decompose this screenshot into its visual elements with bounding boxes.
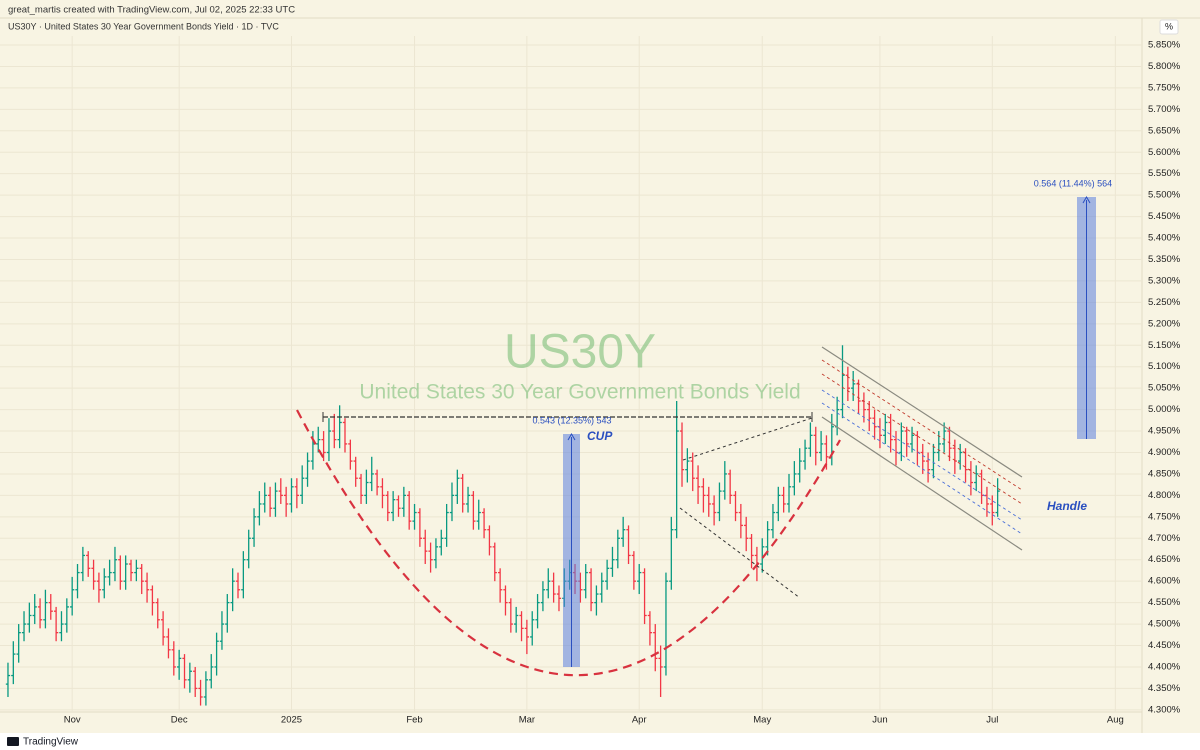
- x-tick-label: May: [753, 715, 771, 726]
- y-tick-label: 4.400%: [1148, 661, 1181, 672]
- price-axis-area: [1142, 18, 1200, 733]
- y-tick-label: 5.000%: [1148, 404, 1181, 415]
- unit-box: [1159, 19, 1179, 35]
- y-tick-label: 4.500%: [1148, 619, 1181, 630]
- x-tick-label: 2025: [281, 715, 302, 726]
- channel-lower: [821, 416, 1023, 551]
- chart-title: US30Y · United States 30 Year Government…: [8, 21, 279, 31]
- x-tick-label: Jun: [872, 715, 887, 726]
- measure-label: 0.564 (11.44%) 564: [1034, 178, 1112, 188]
- y-tick-label: 4.750%: [1148, 511, 1181, 522]
- x-tick-label: Jul: [986, 715, 998, 726]
- y-tick-label: 4.300%: [1148, 704, 1181, 715]
- ohlc-bars: [5, 345, 1000, 706]
- channel-inner: [821, 373, 1023, 505]
- brand: TradingView: [23, 737, 79, 748]
- footer: [0, 733, 1200, 750]
- y-tick-label: 5.850%: [1148, 40, 1181, 51]
- y-tick-label: 5.300%: [1148, 275, 1181, 286]
- y-tick-label: 4.600%: [1148, 576, 1181, 587]
- channel-inner: [821, 402, 1023, 535]
- x-tick-label: Mar: [519, 715, 535, 726]
- header: great_martis created with TradingView.co…: [8, 5, 295, 16]
- y-tick-label: 5.600%: [1148, 147, 1181, 158]
- y-tick-label: 5.800%: [1148, 61, 1181, 72]
- channel-upper: [821, 346, 1023, 478]
- y-tick-label: 5.400%: [1148, 233, 1181, 244]
- y-tick-label: 5.200%: [1148, 318, 1181, 329]
- y-tick-label: 4.550%: [1148, 597, 1181, 608]
- x-tick-label: Feb: [406, 715, 422, 726]
- y-tick-label: 4.950%: [1148, 426, 1181, 437]
- brand-logo: [7, 737, 19, 746]
- y-tick-label: 4.350%: [1148, 683, 1181, 694]
- channel-inner: [821, 389, 1023, 521]
- measure-arrowhead: [1082, 196, 1091, 204]
- x-tick-label: Aug: [1107, 715, 1124, 726]
- y-tick-label: 5.500%: [1148, 190, 1181, 201]
- x-tick-label: Dec: [171, 715, 188, 726]
- x-tick-label: Apr: [632, 715, 647, 726]
- y-tick-label: 5.550%: [1148, 168, 1181, 179]
- y-tick-label: 4.850%: [1148, 468, 1181, 479]
- y-tick-label: 4.900%: [1148, 447, 1181, 458]
- x-tick-label: Nov: [64, 715, 81, 726]
- measure-arrowhead: [567, 433, 576, 441]
- handle-label: Handle: [1047, 499, 1087, 513]
- trend-line: [682, 417, 813, 461]
- y-tick-label: 5.700%: [1148, 104, 1181, 115]
- watermark-subtitle: United States 30 Year Government Bonds Y…: [359, 381, 800, 404]
- cup-curve: [296, 409, 841, 677]
- y-tick-label: 5.750%: [1148, 82, 1181, 93]
- y-tick-label: 4.800%: [1148, 490, 1181, 501]
- y-tick-label: 4.650%: [1148, 554, 1181, 565]
- channel-inner: [821, 359, 1023, 491]
- y-tick-label: 4.450%: [1148, 640, 1181, 651]
- y-tick-label: 4.700%: [1148, 533, 1181, 544]
- y-tick-label: 5.050%: [1148, 383, 1181, 394]
- y-unit: %: [1165, 21, 1173, 31]
- y-tick-label: 5.350%: [1148, 254, 1181, 265]
- y-tick-label: 5.450%: [1148, 211, 1181, 222]
- trend-line: [679, 507, 801, 599]
- y-tick-label: 5.150%: [1148, 340, 1181, 351]
- y-tick-label: 5.650%: [1148, 125, 1181, 136]
- y-tick-label: 5.250%: [1148, 297, 1181, 308]
- measure-label: 0.543 (12.35%) 543: [532, 415, 611, 425]
- grid: [0, 36, 1142, 712]
- y-tick-label: 5.100%: [1148, 361, 1181, 372]
- cup-label: CUP: [587, 429, 613, 443]
- watermark-title: US30Y: [504, 326, 656, 379]
